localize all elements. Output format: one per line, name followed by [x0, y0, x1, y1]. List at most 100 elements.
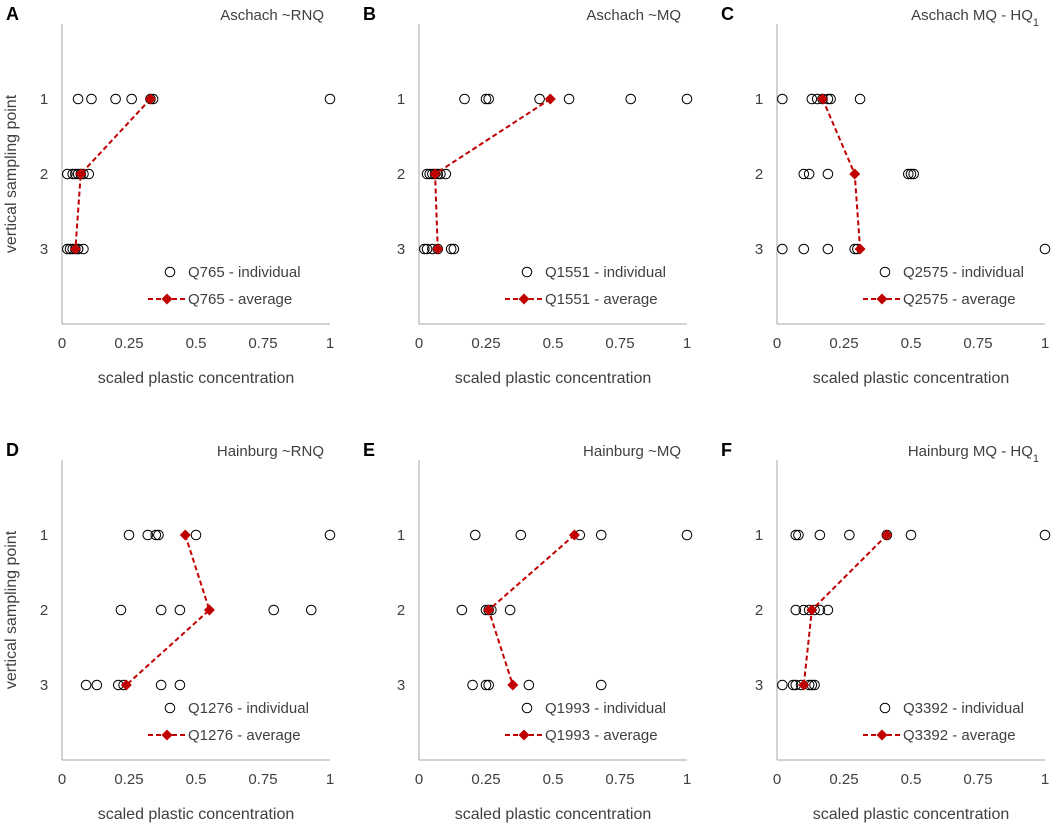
- data-point-individual: [72, 93, 84, 105]
- data-point-average: [432, 243, 444, 255]
- chart-panel-f: F Hainburg MQ - HQ1 0 0.25 0.5 0.75 1 1 2 3 scaled…: [721, 440, 1051, 823]
- y-axis-title: vertical sampling point: [3, 94, 20, 253]
- data-point-average: [203, 604, 215, 616]
- data-point-individual: [515, 529, 527, 541]
- data-point-individual: [419, 243, 430, 255]
- data-point-individual: [595, 679, 607, 691]
- legend: Q3392 - individual Q3392 - average: [863, 700, 1024, 744]
- data-point-individual: [421, 243, 433, 255]
- data-point-individual: [445, 243, 457, 255]
- legend-label-average: Q3392 - average: [903, 727, 1016, 744]
- legend-marker-individual: [521, 266, 533, 278]
- data-point-average: [854, 243, 866, 255]
- x-tick-label: 0.75: [248, 335, 277, 352]
- y-tick-label: 1: [40, 91, 48, 108]
- y-tick-label: 3: [40, 677, 48, 694]
- legend-label-individual: Q1551 - individual: [545, 264, 666, 281]
- y-axis-title: vertical sampling point: [3, 530, 20, 689]
- legend-label-average: Q1993 - average: [545, 727, 658, 744]
- data-point-average: [69, 243, 81, 255]
- data-point-individual: [440, 168, 452, 180]
- data-point-individual: [1039, 243, 1051, 255]
- x-tick-label: 1: [683, 335, 691, 352]
- legend-label-individual: Q1276 - individual: [188, 700, 309, 717]
- panel-title: Hainburg ~RNQ: [217, 443, 324, 460]
- y-tick-label: 2: [397, 602, 405, 619]
- y-tick-label: 1: [397, 527, 405, 544]
- data-point-individual: [110, 93, 121, 105]
- y-tick-label: 2: [40, 602, 48, 619]
- y-tick-label: 2: [755, 602, 763, 619]
- data-point-individual: [123, 529, 135, 541]
- y-tick-label: 2: [40, 166, 48, 183]
- x-tick-label: 0: [415, 335, 423, 352]
- data-point-individual: [803, 168, 815, 180]
- data-point-average: [179, 529, 191, 541]
- data-point-individual: [448, 243, 460, 255]
- x-tick-label: 1: [1041, 771, 1049, 788]
- data-point-individual: [480, 93, 492, 105]
- legend-marker-average: [876, 293, 888, 305]
- legend-label-average: Q765 - average: [188, 291, 292, 308]
- x-tick-label: 0.5: [543, 771, 564, 788]
- data-point-individual: [324, 529, 336, 541]
- data-point-individual: [523, 679, 535, 691]
- x-tick-label: 0: [773, 335, 781, 352]
- data-point-individual: [155, 604, 167, 616]
- chart-panel-c: C Aschach MQ - HQ1 0 0.25 0.5 0.75 1 1 2 3 scaled …: [721, 4, 1051, 387]
- legend-marker-average: [518, 729, 530, 741]
- x-tick-label: 0.5: [901, 335, 922, 352]
- data-point-individual: [534, 93, 545, 105]
- x-tick-label: 1: [326, 335, 334, 352]
- legend: Q2575 - individual Q2575 - average: [863, 264, 1024, 308]
- data-point-individual: [903, 168, 914, 180]
- data-point-individual: [625, 93, 637, 105]
- legend-marker-individual: [164, 266, 176, 278]
- legend-marker-individual: [879, 266, 891, 278]
- data-point-individual: [777, 93, 788, 105]
- data-point-individual: [790, 604, 802, 616]
- data-point-individual: [822, 243, 834, 255]
- data-point-individual: [563, 93, 575, 105]
- y-tick-label: 3: [397, 677, 405, 694]
- average-line: [125, 534, 211, 686]
- legend-label-average: Q1276 - average: [188, 727, 301, 744]
- x-tick-label: 0.25: [114, 335, 143, 352]
- legend-label-average: Q1551 - average: [545, 291, 658, 308]
- data-point-average: [75, 168, 87, 180]
- data-point-average: [849, 168, 861, 180]
- data-point-individual: [155, 679, 167, 691]
- data-point-individual: [681, 529, 693, 541]
- data-point-individual: [1039, 529, 1051, 541]
- data-point-individual: [787, 679, 799, 691]
- data-point-individual: [905, 168, 917, 180]
- legend: Q1551 - individual Q1551 - average: [505, 264, 666, 308]
- y-tick-label: 1: [397, 91, 405, 108]
- legend-label-individual: Q765 - individual: [188, 264, 301, 281]
- data-point-average: [568, 529, 580, 541]
- panel-title: Hainburg ~MQ: [583, 443, 681, 460]
- panel-letter: B: [363, 4, 376, 24]
- x-tick-label: 0.25: [114, 771, 143, 788]
- average-line: [487, 534, 576, 686]
- data-point-individual: [504, 604, 516, 616]
- x-axis-title: scaled plastic concentration: [813, 370, 1010, 387]
- y-tick-label: 1: [755, 91, 763, 108]
- data-point-individual: [822, 604, 834, 616]
- data-point-individual: [905, 529, 917, 541]
- x-tick-label: 0: [58, 335, 66, 352]
- data-point-individual: [790, 529, 802, 541]
- data-point-individual: [469, 529, 481, 541]
- legend: Q1276 - individual Q1276 - average: [148, 700, 309, 744]
- legend-label-individual: Q3392 - individual: [903, 700, 1024, 717]
- panel-title-subscript: 1: [1033, 453, 1039, 465]
- data-point-individual: [483, 93, 494, 105]
- x-tick-label: 0.75: [605, 335, 634, 352]
- x-tick-label: 0.5: [543, 335, 564, 352]
- data-point-individual: [483, 679, 494, 691]
- data-point-individual: [777, 679, 788, 691]
- data-point-average: [429, 168, 441, 180]
- x-axis-title: scaled plastic concentration: [98, 806, 295, 823]
- data-point-individual: [681, 93, 693, 105]
- data-point-individual: [844, 529, 855, 541]
